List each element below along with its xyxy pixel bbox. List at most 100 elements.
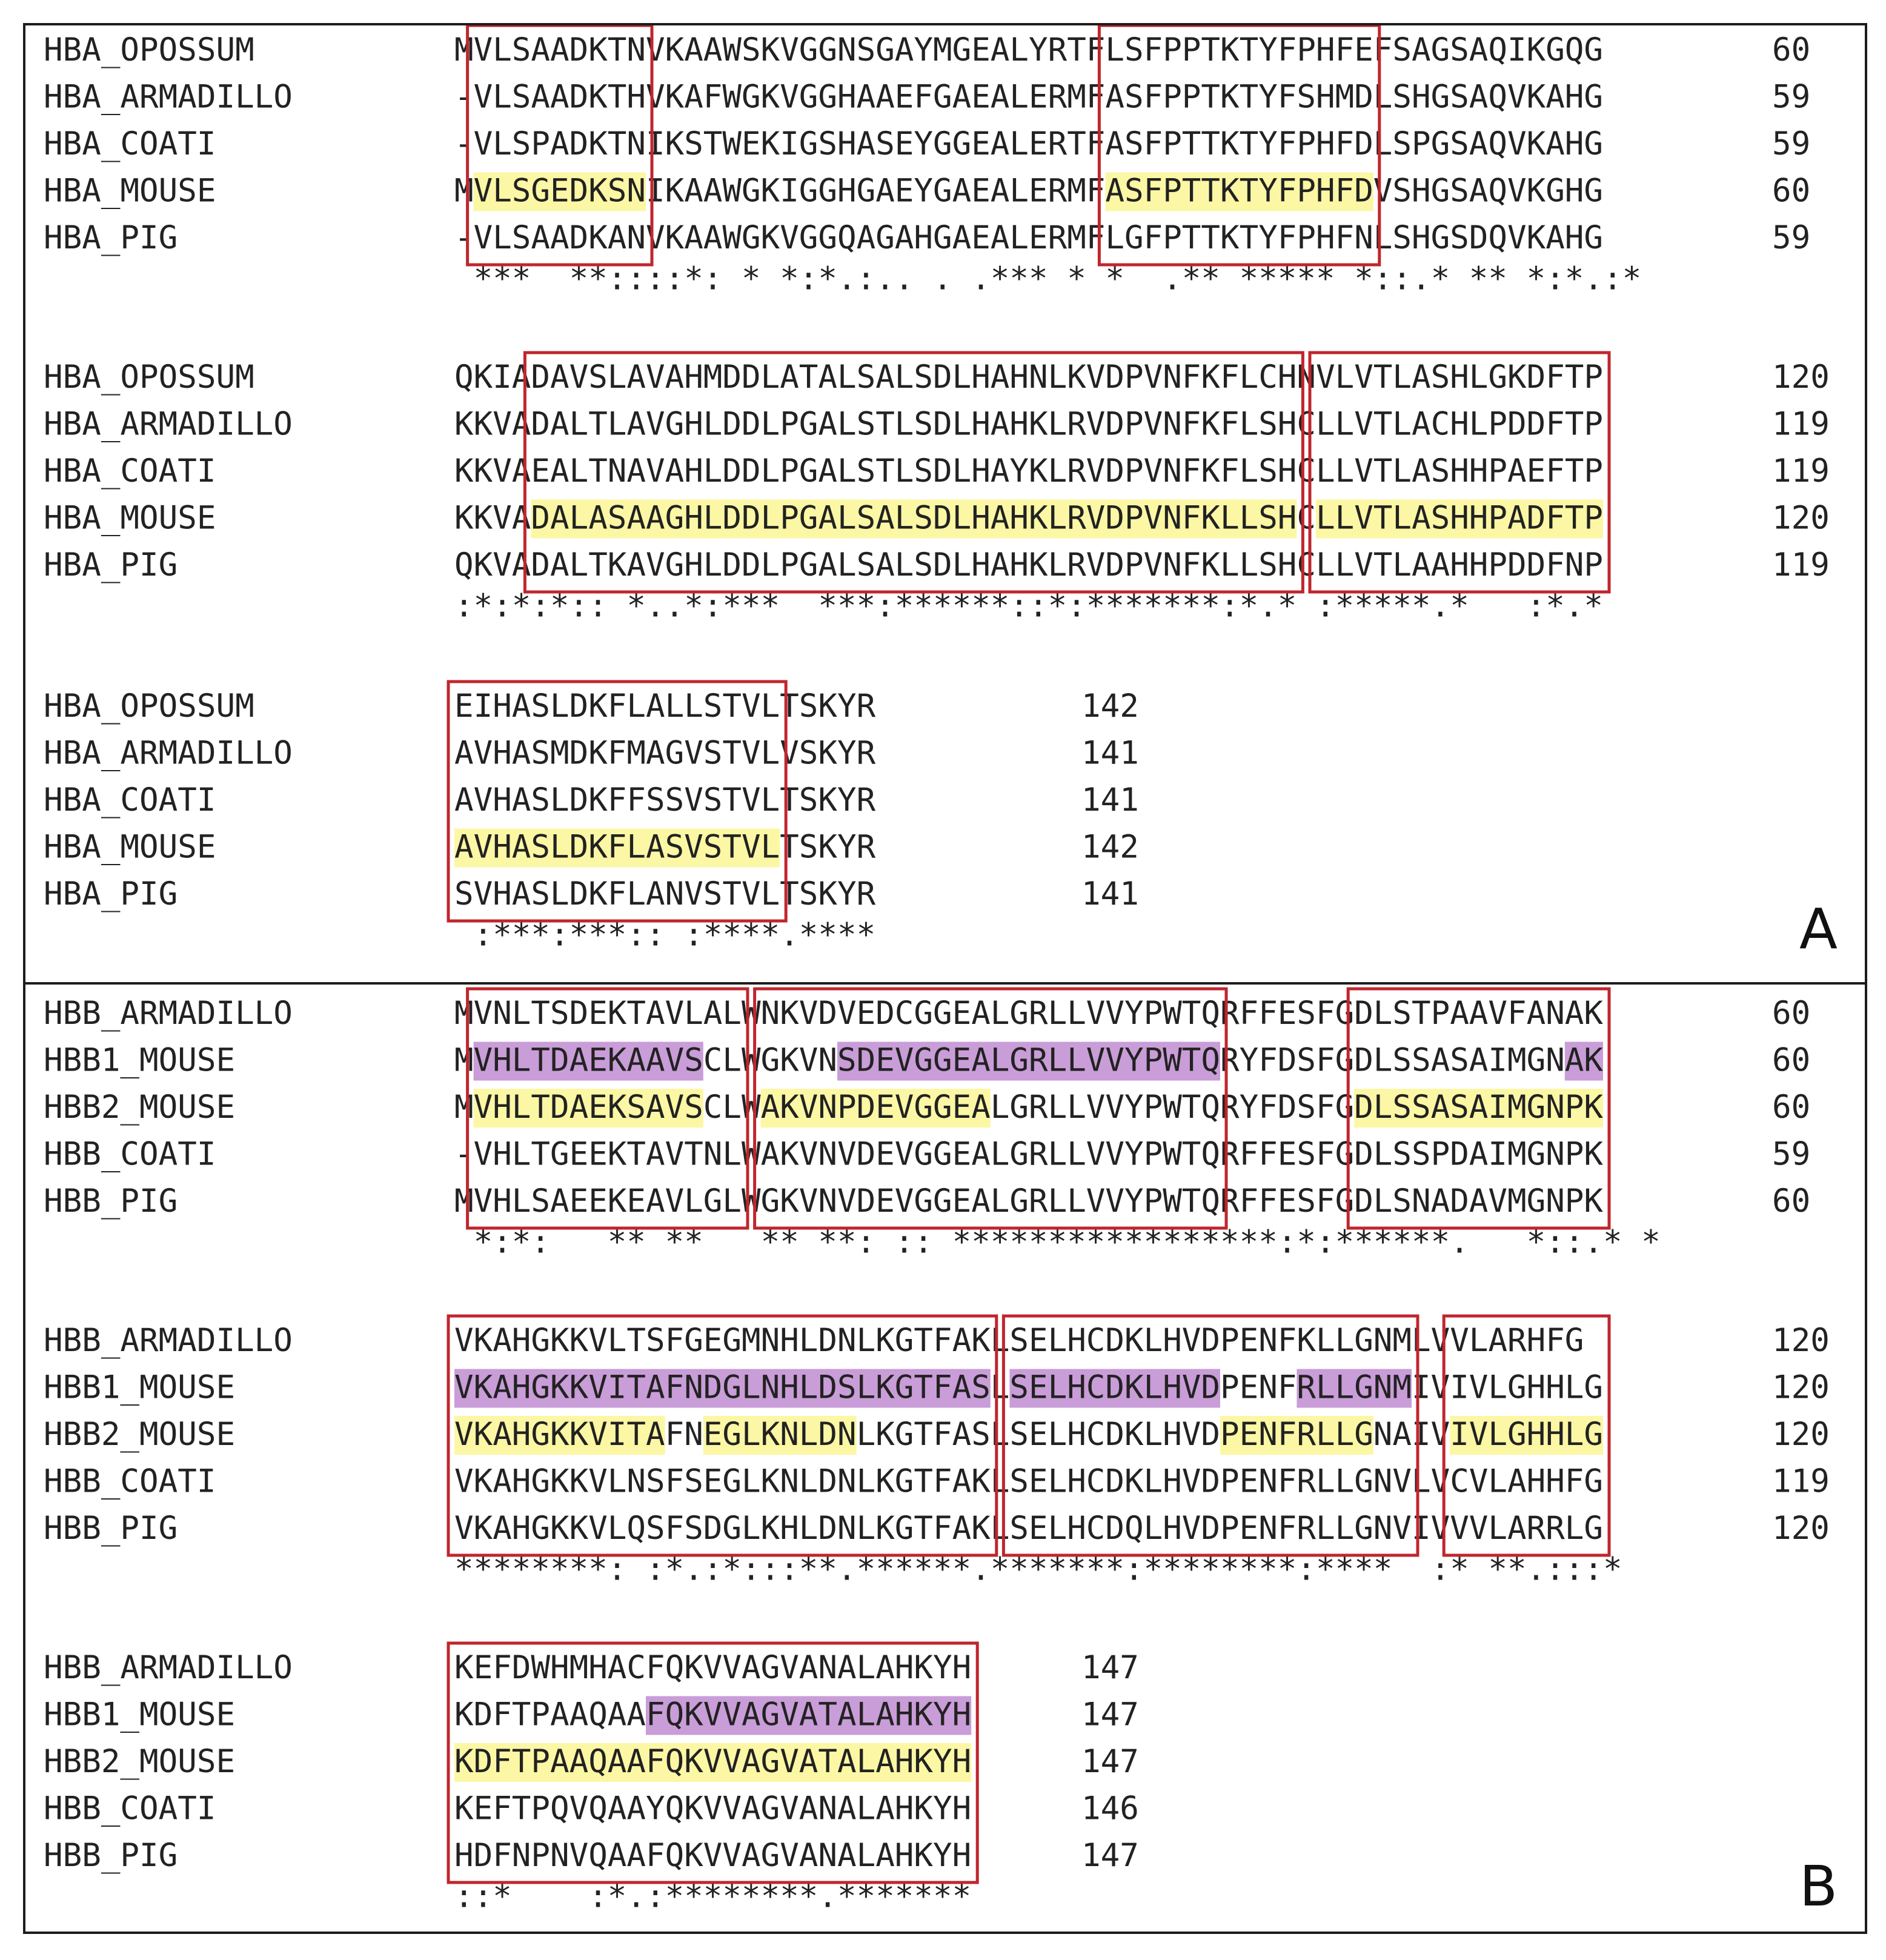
residue-position: 119: [1772, 546, 1830, 583]
residue-position: 59: [1772, 219, 1810, 256]
region-box: [753, 987, 1228, 1230]
sequence-residues: HDFNPNVQAAFQKVVAGVANALAHKYH: [454, 1837, 971, 1874]
residue-position: 147: [1081, 1649, 1139, 1686]
region-box: [1346, 987, 1611, 1230]
sequence-residues: AVHASLDKFLASVSTVLTSKYR: [454, 829, 876, 866]
sequence-name: HBB_COATI: [44, 1136, 216, 1173]
sequence-residues: -VLSAADKTHVKAFWGKVGGHAAEFGAEALERMFASFPPT…: [454, 79, 1603, 116]
yellow-highlight: [1450, 1416, 1603, 1455]
sequence-residues: -VHLTGEEKTAVTNLWAKVNVDEVGGEALGRLLVVYPWTQ…: [454, 1136, 1603, 1173]
sequence-residues: KDFTPAAQAAFQKVVAGVATALAHKYH: [454, 1743, 971, 1780]
yellow-highlight: [1105, 172, 1373, 211]
residue-position: 60: [1772, 173, 1810, 210]
sequence-residues: KEFTPQVQAAYQKVVAGVANALAHKYH: [454, 1790, 971, 1827]
residue-position: 141: [1081, 782, 1139, 819]
sequence-residues: MVHLTDAEKAAVSCLWGKVNSDEVGGEALGRLLVVYPWTQ…: [454, 1042, 1603, 1079]
sequence-residues: MVHLSAEEKEAVLGLWGKVNVDEVGGEALGRLLVVYPWTQ…: [454, 1183, 1603, 1220]
region-box: [447, 1314, 998, 1557]
yellow-highlight: [1220, 1416, 1373, 1455]
sequence-residues: VKAHGKKVITAFNEGLKNLDNLKGTFASLSELHCDKLHVD…: [454, 1416, 1603, 1453]
residue-position: 146: [1081, 1790, 1139, 1827]
purple-highlight: [646, 1696, 972, 1735]
residue-position: 120: [1772, 1322, 1830, 1359]
yellow-highlight: [454, 1416, 665, 1455]
sequence-name: HBA_OPOSSUM: [44, 359, 254, 396]
region-box: [447, 680, 788, 923]
sequence-name: HBA_COATI: [44, 782, 216, 819]
sequence-name: HBA_OPOSSUM: [44, 688, 254, 725]
yellow-highlight: [1354, 1089, 1603, 1128]
sequence-name: HBA_ARMADILLO: [44, 79, 293, 116]
purple-highlight: [1564, 1041, 1603, 1081]
residue-position: 59: [1772, 125, 1810, 162]
purple-highlight: [1297, 1369, 1412, 1408]
sequence-name: HBB_PIG: [44, 1183, 178, 1220]
consensus-line: *** **::::*: * *:*.:.. . .*** * * .** **…: [454, 261, 1641, 297]
sequence-name: HBB_PIG: [44, 1510, 178, 1547]
yellow-highlight: [760, 1089, 991, 1128]
sequence-residues: VKAHGKKVITAFNDGLNHLDSLKGTFASLSELHCDKLHVD…: [454, 1369, 1603, 1406]
highlight-layer: [454, 172, 1603, 1782]
residue-position: 60: [1772, 32, 1810, 68]
sequence-residues: MVNLTSDEKTAVLALWNKVDVEDCGGEALGRLLVVYPWTQ…: [454, 995, 1603, 1032]
residue-position: 59: [1772, 1136, 1810, 1173]
consensus-line: ********: :*.:*:::**.******.*******:****…: [454, 1551, 1622, 1588]
sequence-residues: VKAHGKKVLTSFGEGMNHLDNLKGTFAKLSELHCDKLHVD…: [454, 1322, 1584, 1359]
residue-position: 120: [1772, 359, 1830, 396]
sequence-name: HBA_MOUSE: [44, 173, 216, 210]
region-box: [523, 351, 1304, 594]
sequence-name: HBA_PIG: [44, 219, 178, 256]
sequence-name: HBA_OPOSSUM: [44, 32, 254, 68]
residue-position: 119: [1772, 406, 1830, 443]
residue-position: 60: [1772, 1089, 1810, 1126]
sequence-residues: -VLSAADKANVKAAWGKVGGQAGAHGAEALERMFLGFPTT…: [454, 219, 1603, 256]
residue-position: 59: [1772, 79, 1810, 116]
figure-frame: [23, 23, 1867, 1934]
text-layer: HBA_OPOSSUM MVLSAADKTNVKAAWSKVGGNSGAYMGEA…: [44, 32, 1830, 1915]
yellow-highlight: [703, 1416, 857, 1455]
sequence-residues: AVHASMDKFMAGVSTVLVSKYR: [454, 735, 876, 772]
sequence-residues: SVHASLDKFLANVSTVLTSKYR: [454, 875, 876, 912]
sequence-name: HBB2_MOUSE: [44, 1743, 235, 1780]
sequence-residues: AVHASLDKFFSSVSTVLTSKYR: [454, 782, 876, 819]
sequence-name: HBB2_MOUSE: [44, 1416, 235, 1453]
consensus-line: *:*: ** ** ** **: :: *****************:*…: [454, 1224, 1661, 1261]
sequence-residues: KKVADALTLAVGHLDDLPGALSTLSDLHAHKLRVDPVNFK…: [454, 406, 1603, 443]
sequence-residues: KDFTPAAQAAFQKVVAGVATALAHKYH: [454, 1696, 971, 1733]
yellow-highlight: [473, 1089, 703, 1128]
region-box: [1308, 351, 1611, 594]
sequence-residues: EIHASLDKFLALLSTVLTSKYR: [454, 688, 876, 725]
sequence-name: HBB_ARMADILLO: [44, 1649, 293, 1686]
yellow-highlight: [531, 499, 1297, 539]
sequence-name: HBB1_MOUSE: [44, 1042, 235, 1079]
sequence-name: HBB1_MOUSE: [44, 1369, 235, 1406]
sequence-residues: VKAHGKKVLQSFSDGLKHLDNLKGTFAKLSELHCDQLHVD…: [454, 1510, 1603, 1547]
purple-highlight: [473, 1041, 703, 1081]
residue-position: 142: [1081, 688, 1139, 725]
residue-position: 120: [1772, 500, 1830, 537]
residue-position: 141: [1081, 735, 1139, 772]
residue-position: 147: [1081, 1743, 1139, 1780]
residue-position: 60: [1772, 995, 1810, 1032]
sequence-residues: VKAHGKKVLNSFSEGLKNLDNLKGTFAKLSELHCDKLHVD…: [454, 1463, 1603, 1500]
sequence-residues: KKVADALASAAGHLDDLPGALSALSDLHAHKLRVDPVNFK…: [454, 500, 1603, 537]
region-box-layer: [447, 24, 1611, 1884]
consensus-line: :***:***:: :****.****: [454, 917, 875, 954]
sequence-name: HBA_COATI: [44, 453, 216, 490]
residue-position: 60: [1772, 1042, 1810, 1079]
sequence-name: HBB1_MOUSE: [44, 1696, 235, 1733]
yellow-highlight: [473, 172, 646, 211]
sequence-name: HBB_PIG: [44, 1837, 178, 1874]
residue-position: 119: [1772, 453, 1830, 490]
sequence-name: HBA_PIG: [44, 546, 178, 583]
sequence-residues: QKIADAVSLAVAHMDDLATALSALSDLHAHNLKVDPVNFK…: [454, 359, 1603, 396]
sequence-residues: KKVAEALTNAVAHLDDLPGALSTLSDLHAYKLRVDPVNFK…: [454, 453, 1603, 490]
sequence-name: HBB_COATI: [44, 1463, 216, 1500]
residue-position: 60: [1772, 1183, 1810, 1220]
sequence-name: HBB_ARMADILLO: [44, 995, 293, 1032]
yellow-highlight: [454, 1743, 972, 1782]
sequence-residues: QKVADALTKAVGHLDDLPGALSALSDLHAHKLRVDPVNFK…: [454, 546, 1603, 583]
panel-label-b: B: [1799, 1854, 1838, 1919]
consensus-line: :*:*:*:: *..*:*** ***:******::*:*******:…: [454, 588, 1603, 625]
